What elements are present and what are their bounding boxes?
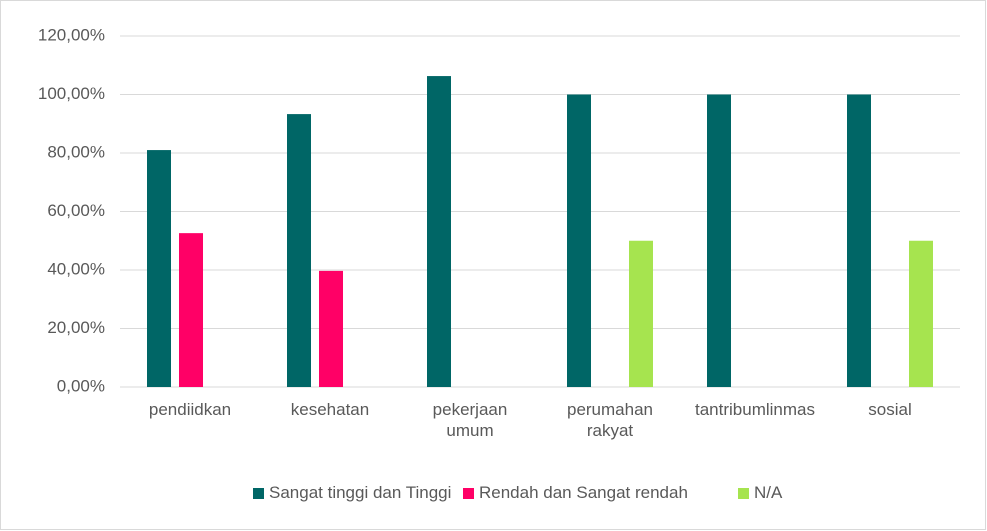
bar xyxy=(427,76,451,387)
y-tick-label: 120,00% xyxy=(38,25,105,44)
bar xyxy=(179,233,203,387)
y-tick-label: 0,00% xyxy=(57,376,105,395)
bar xyxy=(629,240,653,387)
x-tick-label: pekerjaan umum xyxy=(432,400,508,440)
legend-swatch xyxy=(738,487,749,499)
legend-item: Sangat tinggi dan Tinggi xyxy=(253,483,451,503)
legend-label: N/A xyxy=(754,483,783,502)
bar xyxy=(847,94,871,387)
bar xyxy=(567,94,591,387)
x-tick-label: kesehatan xyxy=(290,400,370,419)
bar xyxy=(147,150,171,387)
y-tick-label: 20,00% xyxy=(47,318,105,337)
y-tick-label: 80,00% xyxy=(47,142,105,161)
y-tick-label: 60,00% xyxy=(47,201,105,220)
bar xyxy=(287,114,311,387)
y-tick-label: 100,00% xyxy=(38,84,105,103)
legend-swatch xyxy=(253,487,264,499)
x-tick-label: pendiidkan xyxy=(148,400,232,419)
legend-label: Rendah dan Sangat rendah xyxy=(479,483,688,502)
legend-swatch xyxy=(463,487,474,499)
legend-item: Rendah dan Sangat rendah xyxy=(463,483,688,503)
bar xyxy=(319,270,343,387)
bar xyxy=(707,94,731,387)
bar xyxy=(909,240,933,387)
x-tick-label: perumahan rakyat xyxy=(566,400,653,440)
y-tick-label: 40,00% xyxy=(47,259,105,278)
legend-item: N/A xyxy=(738,483,782,503)
x-tick-label: tantribumlinmas xyxy=(695,400,815,419)
x-tick-label: sosial xyxy=(868,400,912,419)
legend-label: Sangat tinggi dan Tinggi xyxy=(269,483,452,502)
